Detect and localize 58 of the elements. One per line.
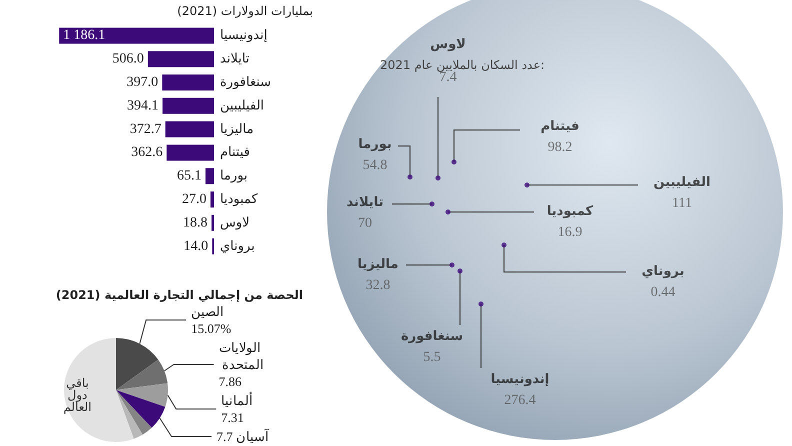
data-label: 394.1	[127, 98, 159, 114]
data-label: 7.86	[218, 374, 242, 389]
slice-label: باقي دول العالم	[63, 376, 92, 414]
data-label: 397.0	[126, 75, 158, 90]
category-label: لاوس	[430, 37, 466, 52]
data-label: 15.07%	[191, 321, 232, 336]
chart-title: الحصة من إجمالي التجارة العالمية (2021)	[56, 288, 304, 302]
category-label: كمبوديا	[546, 204, 594, 219]
y-tick-label: فيتنام	[220, 145, 250, 160]
data-label: 54.8	[362, 158, 388, 173]
bar	[166, 144, 214, 161]
bar	[165, 121, 214, 138]
category-label: تايلاند	[346, 195, 384, 210]
slice-label: الولايات المتحدة	[218, 340, 268, 372]
category-label: ماليزيا	[358, 257, 398, 272]
bar	[210, 192, 214, 208]
bar	[162, 98, 214, 114]
y-tick-label: تايلاند	[220, 52, 250, 67]
data-label: 276.4	[504, 393, 536, 408]
slice-label: ألمانيا	[221, 392, 256, 408]
category-label: سنغافورة	[400, 329, 464, 344]
y-tick-label: ماليزيا	[220, 122, 254, 137]
data-label: 16.9	[558, 225, 582, 240]
data-label: 70	[358, 216, 372, 231]
y-tick-label: بورما	[220, 168, 248, 184]
y-tick-label: الفيليبين	[220, 98, 264, 114]
category-label: بروناي	[642, 264, 684, 279]
data-label: 362.6	[131, 145, 163, 160]
data-label: 506.0	[112, 52, 144, 67]
bar	[206, 168, 214, 184]
bar	[148, 51, 214, 68]
data-label: 18.8	[183, 215, 208, 230]
data-label: 7.31	[221, 410, 244, 425]
category-label: فيتنام	[540, 119, 580, 134]
data-label: 27.0	[182, 192, 206, 207]
data-label: 372.7	[130, 122, 162, 137]
data-label: 5.5	[423, 350, 441, 365]
y-tick-label: لاوس	[220, 215, 250, 230]
data-label: 98.2	[548, 140, 572, 155]
text: عدد السكان بالملايين عام 2021:	[380, 58, 545, 72]
slice-label: الصين	[191, 304, 228, 320]
category-label: إندونيسيا	[490, 372, 550, 387]
data-label: 111	[672, 196, 692, 211]
category-label: الفيليبين	[654, 175, 710, 190]
category-label: بورما	[358, 137, 392, 152]
data-label: 0.44	[650, 285, 676, 300]
y-tick-label: بروناي	[220, 238, 255, 254]
slice-label: آسيان 7.7	[216, 428, 270, 444]
data-label: 32.8	[366, 278, 390, 293]
y-tick-label: كمبوديا	[220, 192, 259, 207]
y-tick-label: سنغافورة	[220, 75, 272, 90]
data-label: 1 186.1	[63, 28, 106, 44]
data-label: 14.0	[184, 238, 208, 254]
bar	[162, 74, 214, 90]
bar	[59, 28, 214, 44]
data-label: 65.1	[177, 168, 202, 184]
text: بمليارات الدولارات (2021)	[177, 4, 314, 18]
y-tick-label: إندونيسيا	[220, 28, 268, 44]
